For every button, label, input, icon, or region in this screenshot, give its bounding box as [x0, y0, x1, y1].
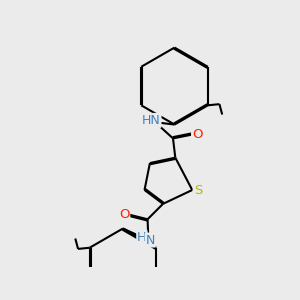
Text: HN: HN [142, 114, 161, 127]
Text: O: O [192, 128, 202, 141]
Text: O: O [119, 208, 129, 221]
Text: H: H [137, 231, 147, 244]
Text: N: N [146, 233, 155, 247]
Text: S: S [194, 184, 202, 197]
